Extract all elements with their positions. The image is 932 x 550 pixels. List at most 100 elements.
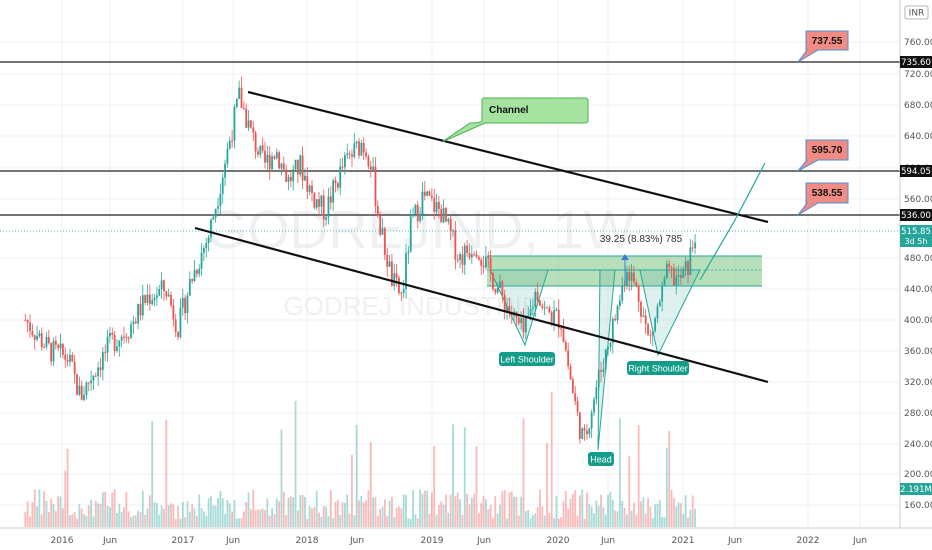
candle-body: [205, 242, 208, 249]
candle-body: [369, 166, 372, 170]
candle-body: [184, 297, 187, 314]
candle-body: [240, 87, 243, 108]
candle-body: [673, 267, 675, 286]
volume-bar: [421, 493, 424, 527]
volume-bar: [508, 492, 511, 527]
volume-bar: [492, 517, 494, 527]
volume-bar: [83, 514, 85, 527]
volume-bar: [242, 511, 245, 527]
candle-body: [43, 347, 46, 349]
volume-bar: [419, 489, 422, 527]
candle-body: [487, 256, 490, 258]
candle-body: [231, 140, 234, 142]
candle-body: [503, 294, 506, 312]
channel-upper-line[interactable]: [247, 90, 769, 224]
volume-bar: [90, 499, 93, 527]
volume-bar: [680, 503, 682, 527]
volume-bar: [137, 510, 140, 527]
candle-body: [257, 151, 259, 155]
volume-bar: [654, 504, 657, 527]
candle-body: [219, 193, 222, 206]
candle-body: [604, 349, 607, 370]
candle-body: [156, 295, 158, 298]
head-tag[interactable]: Head: [588, 452, 614, 466]
volume-bar: [522, 418, 525, 527]
candle-body: [59, 343, 62, 349]
candle-body: [85, 382, 88, 395]
volume-bar: [466, 494, 469, 527]
callout-538[interactable]: 538.55: [797, 182, 849, 216]
candle-body: [630, 272, 633, 281]
volume-bar: [489, 504, 492, 527]
candle-body: [358, 141, 360, 156]
candle-body: [203, 248, 205, 253]
channel-callout[interactable]: Channel: [441, 97, 589, 143]
volume-bar: [621, 501, 624, 527]
currency-badge[interactable]: INR: [904, 5, 929, 20]
candle-body: [649, 334, 652, 336]
volume-bar: [602, 507, 605, 527]
candle-body: [101, 352, 104, 370]
volume-bar: [186, 501, 189, 527]
candle-body: [611, 318, 614, 343]
candle-body: [398, 277, 400, 293]
channel-lower-line[interactable]: [194, 226, 769, 384]
volume-bar: [529, 518, 532, 527]
candle-body: [259, 145, 262, 155]
volume-bar: [562, 501, 565, 527]
volume-bar: [282, 491, 285, 527]
candle-body: [482, 265, 485, 268]
candle-body: [454, 230, 457, 260]
candle-body: [402, 289, 405, 293]
candle-body: [336, 183, 339, 188]
candle-body: [163, 280, 165, 292]
candle-body: [287, 176, 290, 182]
candle-body: [24, 319, 27, 321]
candle-body: [588, 428, 591, 435]
candle-body: [360, 142, 363, 156]
candle-body: [419, 214, 422, 222]
price-axis[interactable]: 760.00720.00680.00640.00600.00560.00480.…: [904, 38, 932, 511]
volume-bar: [294, 400, 297, 527]
candle-body: [553, 310, 555, 324]
volume-bar: [271, 508, 273, 527]
candle-body: [297, 159, 299, 175]
candle-body: [113, 334, 116, 351]
volume-bar: [273, 513, 276, 527]
candle-body: [374, 166, 377, 206]
volume-bar: [235, 518, 238, 527]
candle-body: [689, 247, 692, 275]
time-axis[interactable]: 2016 Jun 2017 Jun 2018 Jun 2019 Jun 2020 Jun 2021 J…: [51, 536, 867, 546]
volume-bar: [210, 496, 212, 527]
volume-bar: [116, 512, 118, 527]
candle-body: [684, 261, 687, 269]
right-shoulder-tag[interactable]: Right Shoulder: [627, 361, 689, 375]
time-tick-label: 2018: [296, 536, 319, 546]
volume-bar: [174, 518, 177, 527]
volume-bar: [536, 507, 539, 527]
projection-line[interactable]: [699, 162, 766, 281]
volume-bar: [144, 514, 147, 527]
candle-body: [353, 143, 356, 157]
volume-bar: [278, 501, 281, 527]
volume-bar: [167, 505, 170, 527]
volume-bar: [597, 505, 600, 527]
volume-bar: [336, 499, 339, 527]
left-shoulder-tag[interactable]: Left Shoulder: [499, 352, 555, 366]
candle-body: [546, 307, 548, 309]
candle-body: [614, 318, 617, 321]
callout-737[interactable]: 737.55: [797, 30, 849, 63]
candle-body: [198, 268, 201, 274]
volume-bar: [106, 505, 109, 527]
candle-body: [90, 380, 93, 384]
callout-595-label: 595.70: [812, 145, 843, 156]
candle-body: [292, 169, 295, 182]
callout-595[interactable]: 595.70: [797, 139, 849, 172]
measure-label: 39.25 (8.83%) 785: [600, 234, 683, 245]
candle-body: [656, 306, 659, 319]
candle-body: [245, 108, 248, 128]
candle-body: [383, 228, 386, 255]
volume-bar: [515, 496, 518, 527]
volume-bar: [614, 510, 617, 527]
